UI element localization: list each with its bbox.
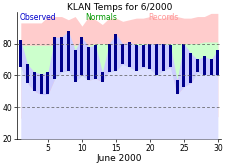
Bar: [100, 72, 104, 82]
Bar: [148, 44, 151, 69]
Text: Normals: Normals: [85, 13, 117, 22]
Bar: [188, 53, 191, 83]
Bar: [215, 50, 218, 75]
Bar: [202, 56, 205, 75]
Bar: [80, 37, 83, 75]
Bar: [114, 34, 117, 71]
Bar: [107, 44, 110, 72]
X-axis label: June 2000: June 2000: [96, 154, 142, 163]
Bar: [161, 44, 164, 71]
Bar: [141, 45, 144, 67]
Bar: [87, 47, 90, 80]
Bar: [134, 45, 137, 71]
Bar: [182, 44, 184, 86]
Bar: [195, 59, 198, 72]
Bar: [53, 37, 56, 79]
Bar: [175, 80, 178, 94]
Bar: [168, 45, 171, 67]
Bar: [127, 42, 130, 67]
Bar: [46, 72, 49, 94]
Bar: [33, 72, 36, 91]
Bar: [209, 59, 212, 75]
Title: KLAN Temps for 6/2000: KLAN Temps for 6/2000: [66, 3, 171, 12]
Bar: [19, 40, 22, 67]
Bar: [67, 31, 70, 71]
Bar: [26, 64, 29, 83]
Bar: [73, 50, 76, 82]
Text: Observed: Observed: [20, 13, 56, 22]
Bar: [39, 74, 43, 94]
Bar: [155, 44, 158, 75]
Bar: [121, 44, 124, 64]
Bar: [60, 37, 63, 72]
Bar: [94, 45, 97, 79]
Text: Records: Records: [148, 13, 178, 22]
